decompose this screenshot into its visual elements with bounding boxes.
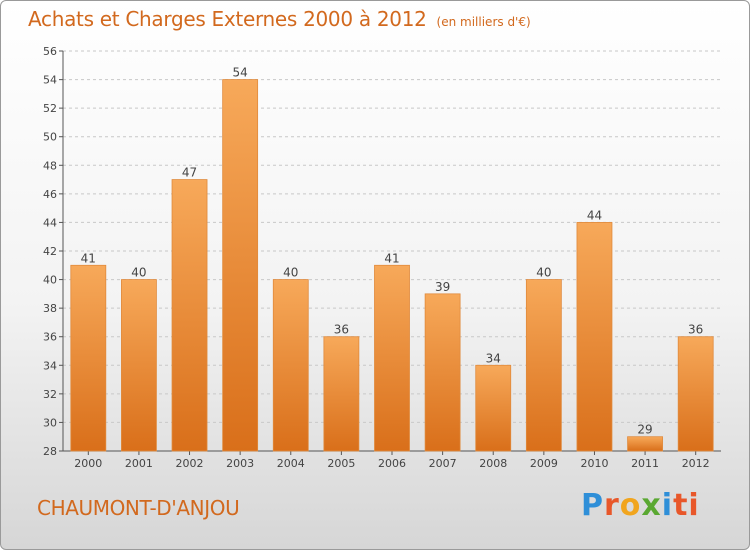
data-label: 40 bbox=[536, 266, 551, 280]
data-label: 41 bbox=[81, 251, 96, 265]
data-label: 29 bbox=[637, 423, 652, 437]
x-tick-label: 2009 bbox=[530, 457, 558, 470]
x-tick-label: 2012 bbox=[682, 457, 710, 470]
y-tick-label: 34 bbox=[43, 359, 57, 372]
data-label: 41 bbox=[384, 251, 399, 265]
logo-letter: ti bbox=[673, 488, 700, 523]
bar-2010 bbox=[576, 222, 613, 452]
y-tick-label: 28 bbox=[43, 445, 57, 458]
logo-letter: x bbox=[641, 488, 662, 523]
y-tick-label: 30 bbox=[43, 416, 57, 429]
bar-2005 bbox=[323, 336, 360, 452]
bar-2006 bbox=[374, 264, 410, 452]
logo-letter: P bbox=[581, 488, 604, 523]
bar-2011 bbox=[627, 436, 663, 452]
bar-2002 bbox=[171, 179, 208, 452]
x-tick-label: 2002 bbox=[176, 457, 204, 470]
x-tick-label: 2001 bbox=[125, 457, 153, 470]
bar-2007 bbox=[424, 293, 461, 452]
x-tick-label: 2003 bbox=[226, 457, 254, 470]
x-tick-label: 2008 bbox=[479, 457, 507, 470]
bar-2001 bbox=[121, 279, 157, 452]
y-tick-label: 48 bbox=[43, 159, 57, 172]
logo-letter: o bbox=[619, 488, 642, 523]
data-labels: 41 40 47 54 40 36 41 39 34 40 44 29 36 bbox=[81, 66, 704, 437]
bar-2003 bbox=[222, 79, 259, 452]
x-tick-label: 2007 bbox=[429, 457, 457, 470]
chart-unit: (en milliers d'€) bbox=[436, 15, 531, 29]
data-label: 54 bbox=[233, 66, 248, 80]
logo-letter: i bbox=[661, 488, 674, 523]
y-tick-label: 32 bbox=[43, 388, 57, 401]
x-tick-label: 2006 bbox=[378, 457, 406, 470]
x-tick-label: 2010 bbox=[580, 457, 608, 470]
bar-2012 bbox=[677, 336, 714, 452]
y-tick-label: 50 bbox=[43, 131, 57, 144]
y-tick-label: 38 bbox=[43, 302, 57, 315]
y-tick-label: 54 bbox=[43, 74, 57, 87]
y-tick-label: 40 bbox=[43, 274, 57, 287]
data-label: 47 bbox=[182, 166, 197, 180]
x-tick-label: 2011 bbox=[631, 457, 659, 470]
y-tick-label: 36 bbox=[43, 331, 57, 344]
y-tick-labels: 28 30 32 34 36 38 40 42 44 46 48 50 52 54 56 bbox=[43, 45, 57, 458]
y-tick-label: 52 bbox=[43, 102, 57, 115]
data-label: 39 bbox=[435, 280, 450, 294]
y-tick-label: 56 bbox=[43, 45, 57, 58]
x-tick-labels: 2000 2001 2002 2003 2004 2005 2006 2007 2008 2009… bbox=[74, 457, 709, 470]
bar-2004 bbox=[272, 279, 309, 452]
bar-2000 bbox=[70, 264, 107, 452]
proxiti-logo[interactable]: Proxiti bbox=[581, 488, 700, 523]
chart-title-block: Achats et Charges Externes 2000 à 2012 (e… bbox=[28, 7, 531, 31]
data-label: 40 bbox=[131, 266, 146, 280]
bar-2008 bbox=[475, 364, 512, 452]
logo-letter: r bbox=[604, 488, 620, 523]
data-label: 34 bbox=[486, 351, 501, 365]
data-label: 36 bbox=[334, 323, 349, 337]
y-tick-label: 42 bbox=[43, 245, 57, 258]
x-tick-label: 2000 bbox=[74, 457, 102, 470]
bar-2009 bbox=[525, 279, 562, 452]
data-label: 44 bbox=[587, 208, 602, 222]
x-tick-label: 2004 bbox=[277, 457, 305, 470]
y-tick-label: 46 bbox=[43, 188, 57, 201]
data-label: 36 bbox=[688, 323, 703, 337]
x-tick-label: 2005 bbox=[327, 457, 355, 470]
bars bbox=[70, 79, 714, 452]
y-tick-label: 44 bbox=[43, 216, 57, 229]
commune-name: CHAUMONT-D'ANJOU bbox=[37, 496, 240, 520]
chart-title: Achats et Charges Externes 2000 à 2012 bbox=[28, 7, 427, 31]
data-label: 40 bbox=[283, 266, 298, 280]
